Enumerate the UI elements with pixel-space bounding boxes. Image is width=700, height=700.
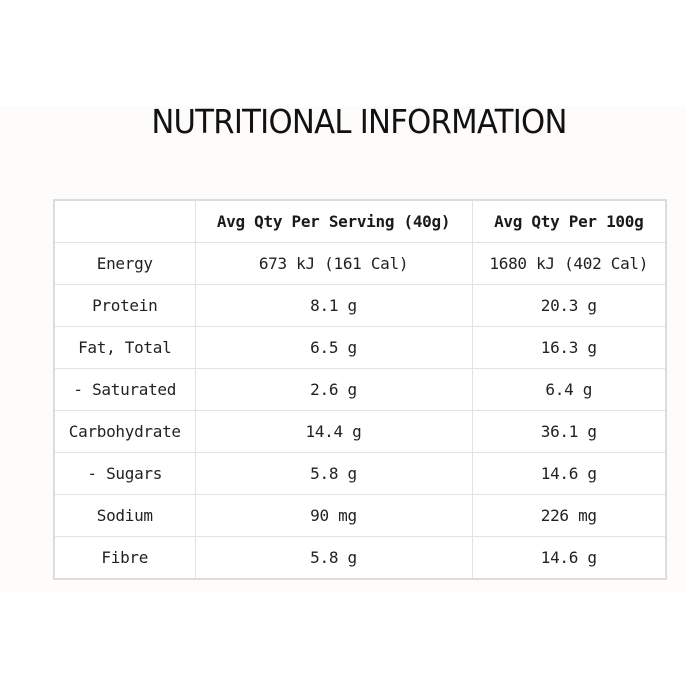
nutrient-name: - Sugars — [53, 452, 196, 495]
nutrient-name: Energy — [53, 242, 196, 285]
nutrient-name: Sodium — [53, 494, 196, 537]
nutrition-table-container: Avg Qty Per Serving (40g) Avg Qty Per 10… — [53, 199, 667, 580]
per-serving-value: 6.5 g — [194, 326, 473, 369]
nutrient-name: Fibre — [53, 536, 196, 580]
per-100g-value: 20.3 g — [471, 284, 667, 327]
table-row: Sodium 90 mg 226 mg — [53, 494, 667, 537]
table-row: Fat, Total 6.5 g 16.3 g — [53, 326, 667, 369]
per-serving-value: 14.4 g — [194, 410, 473, 453]
nutrition-table: Avg Qty Per Serving (40g) Avg Qty Per 10… — [53, 199, 667, 580]
header-per-serving: Avg Qty Per Serving (40g) — [194, 199, 473, 243]
table-row: Protein 8.1 g 20.3 g — [53, 284, 667, 327]
nutrient-name: - Saturated — [53, 368, 196, 411]
per-serving-value: 673 kJ (161 Cal) — [194, 242, 473, 285]
page-title: NUTRITIONAL INFORMATION — [151, 102, 567, 141]
per-serving-value: 5.8 g — [194, 452, 473, 495]
per-serving-value: 8.1 g — [194, 284, 473, 327]
table-row: Carbohydrate 14.4 g 36.1 g — [53, 410, 667, 453]
per-serving-value: 2.6 g — [194, 368, 473, 411]
nutrient-name: Carbohydrate — [53, 410, 196, 453]
table-header-row: Avg Qty Per Serving (40g) Avg Qty Per 10… — [53, 199, 667, 243]
nutrient-name: Fat, Total — [53, 326, 196, 369]
table-row: - Saturated 2.6 g 6.4 g — [53, 368, 667, 411]
header-nutrient — [53, 199, 196, 243]
per-100g-value: 1680 kJ (402 Cal) — [471, 242, 667, 285]
per-100g-value: 6.4 g — [471, 368, 667, 411]
per-serving-value: 90 mg — [194, 494, 473, 537]
per-100g-value: 36.1 g — [471, 410, 667, 453]
table-row: - Sugars 5.8 g 14.6 g — [53, 452, 667, 495]
per-serving-value: 5.8 g — [194, 536, 473, 580]
table-row: Fibre 5.8 g 14.6 g — [53, 536, 667, 580]
per-100g-value: 16.3 g — [471, 326, 667, 369]
nutrient-name: Protein — [53, 284, 196, 327]
per-100g-value: 226 mg — [471, 494, 667, 537]
per-100g-value: 14.6 g — [471, 536, 667, 580]
header-per-100g: Avg Qty Per 100g — [471, 199, 667, 243]
table-row: Energy 673 kJ (161 Cal) 1680 kJ (402 Cal… — [53, 242, 667, 285]
per-100g-value: 14.6 g — [471, 452, 667, 495]
